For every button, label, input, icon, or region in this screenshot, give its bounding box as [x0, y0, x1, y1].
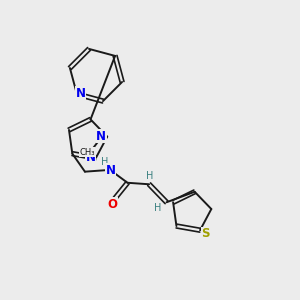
Text: H: H: [146, 171, 153, 181]
Text: N: N: [85, 151, 95, 164]
Text: H: H: [154, 203, 161, 213]
Text: N: N: [76, 87, 85, 100]
Text: N: N: [105, 164, 116, 177]
Text: H: H: [101, 157, 108, 167]
Text: O: O: [107, 198, 118, 211]
Text: N: N: [96, 130, 106, 142]
Text: S: S: [201, 227, 210, 240]
Text: CH₃: CH₃: [80, 148, 95, 157]
